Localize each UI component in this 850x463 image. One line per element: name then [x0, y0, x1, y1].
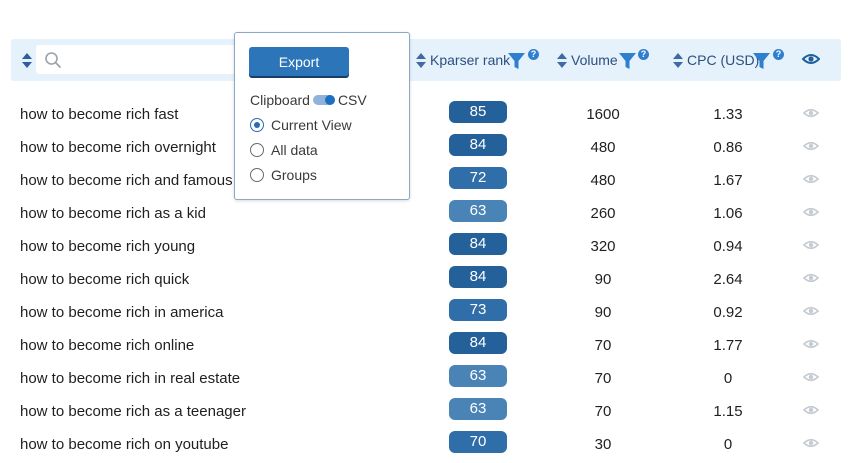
keyword-cell[interactable]: how to become rich in america — [20, 304, 224, 321]
sort-keyword-icon[interactable] — [22, 53, 32, 69]
rank-badge: 63 — [449, 365, 507, 387]
rank-badge: 84 — [449, 233, 507, 255]
volume-cell: 90 — [594, 304, 612, 321]
cpc-cell: 0 — [723, 436, 733, 453]
column-header-volume[interactable]: Volume — [571, 52, 618, 68]
rank-badge: 85 — [449, 101, 507, 123]
radio-button-all-data[interactable] — [250, 143, 264, 157]
export-button[interactable]: Export — [249, 47, 349, 76]
volume-cell: 480 — [590, 172, 616, 189]
cpc-cell: 1.15 — [713, 403, 743, 420]
cpc-cell: 0.86 — [713, 139, 743, 156]
keyword-cell[interactable]: how to become rich and famous — [20, 172, 233, 189]
rank-badge: 63 — [449, 398, 507, 420]
row-eye-icon[interactable] — [803, 405, 819, 415]
row-eye-icon[interactable] — [803, 108, 819, 118]
rank-badge: 84 — [449, 134, 507, 156]
volume-cell: 90 — [594, 271, 612, 288]
row-eye-icon[interactable] — [803, 174, 819, 184]
table-row: how to become rich as a kid 63 260 1.06 — [0, 199, 850, 232]
cpc-filter-funnel-icon[interactable] — [753, 52, 770, 70]
rank-badge: 70 — [449, 431, 507, 453]
cpc-cell: 1.33 — [713, 106, 743, 123]
volume-cell: 1600 — [586, 106, 620, 123]
rank-badge: 63 — [449, 200, 507, 222]
volume-cell: 480 — [590, 139, 616, 156]
radio-button-groups[interactable] — [250, 168, 264, 182]
radio-label-current-view: Current View — [271, 117, 352, 133]
cpc-cell: 0 — [723, 370, 733, 387]
table-row: how to become rich on youtube 70 30 0 — [0, 430, 850, 463]
keyword-cell[interactable]: how to become rich on youtube — [20, 436, 229, 453]
column-header-cpc[interactable]: CPC (USD) — [687, 52, 760, 68]
row-eye-icon[interactable] — [803, 372, 819, 382]
row-eye-icon[interactable] — [803, 273, 819, 283]
search-input[interactable] — [68, 49, 232, 71]
cpc-help-icon[interactable]: ? — [773, 49, 784, 60]
keyword-cell[interactable]: how to become rich online — [20, 337, 195, 354]
table-row: how to become rich in real estate 63 70 0 — [0, 364, 850, 397]
export-popup: Export Clipboard CSV Current View All dat… — [234, 32, 410, 200]
table-row: how to become rich fast 85 1600 1.33 — [0, 100, 850, 133]
table-row: how to become rich overnight 84 480 0.86 — [0, 133, 850, 166]
volume-cell: 320 — [590, 238, 616, 255]
volume-cell: 70 — [594, 337, 612, 354]
table-row: how to become rich quick 84 90 2.64 — [0, 265, 850, 298]
cpc-cell: 1.67 — [713, 172, 743, 189]
keyword-cell[interactable]: how to become rich young — [20, 238, 196, 255]
rank-help-icon[interactable]: ? — [528, 49, 539, 60]
row-eye-icon[interactable] — [803, 339, 819, 349]
search-icon — [45, 52, 61, 68]
row-eye-icon[interactable] — [803, 141, 819, 151]
keyword-cell[interactable]: how to become rich as a kid — [20, 205, 206, 222]
cpc-cell: 1.77 — [713, 337, 743, 354]
cpc-cell: 0.92 — [713, 304, 743, 321]
keyword-cell[interactable]: how to become rich as a teenager — [20, 403, 246, 420]
table-row: how to become rich and famous 72 480 1.67 — [0, 166, 850, 199]
table-row: how to become rich online 84 70 1.77 — [0, 331, 850, 364]
table-row: how to become rich as a teenager 63 70 1.15 — [0, 397, 850, 430]
keyword-cell[interactable]: how to become rich quick — [20, 271, 190, 288]
keyword-cell[interactable]: how to become rich fast — [20, 106, 179, 123]
rank-badge: 73 — [449, 299, 507, 321]
cpc-cell: 0.94 — [713, 238, 743, 255]
row-eye-icon[interactable] — [803, 207, 819, 217]
volume-cell: 30 — [594, 436, 612, 453]
rank-filter-funnel-icon[interactable] — [508, 52, 525, 70]
toggle-knob — [324, 95, 335, 106]
volume-cell: 70 — [594, 403, 612, 420]
row-eye-icon[interactable] — [803, 306, 819, 316]
keyword-cell[interactable]: how to become rich overnight — [20, 139, 216, 156]
rank-badge: 84 — [449, 332, 507, 354]
rank-badge: 72 — [449, 167, 507, 189]
export-format-toggle[interactable] — [312, 95, 335, 106]
volume-help-icon[interactable]: ? — [638, 49, 649, 60]
column-header-rank[interactable]: Kparser rank — [430, 52, 511, 68]
sort-volume-icon[interactable] — [557, 53, 567, 69]
sort-cpc-icon[interactable] — [673, 53, 683, 69]
toggle-left-label: Clipboard — [250, 92, 310, 108]
row-eye-icon[interactable] — [803, 438, 819, 448]
table-row: how to become rich in america 73 90 0.92 — [0, 298, 850, 331]
radio-label-groups: Groups — [271, 167, 317, 183]
sort-rank-icon[interactable] — [416, 53, 426, 69]
keyword-cell[interactable]: how to become rich in real estate — [20, 370, 241, 387]
radio-button-current-view[interactable] — [250, 118, 264, 132]
volume-filter-funnel-icon[interactable] — [619, 52, 636, 70]
table-row: how to become rich young 84 320 0.94 — [0, 232, 850, 265]
toggle-right-label: CSV — [337, 92, 367, 108]
cpc-cell: 1.06 — [713, 205, 743, 222]
volume-cell: 70 — [594, 370, 612, 387]
export-format-toggle-row: Clipboard CSV — [250, 92, 367, 108]
view-toggle-eye-icon[interactable] — [802, 53, 820, 65]
radio-label-all-data: All data — [271, 142, 318, 158]
rank-badge: 84 — [449, 266, 507, 288]
volume-cell: 260 — [590, 205, 616, 222]
cpc-cell: 2.64 — [713, 271, 743, 288]
search-input-container[interactable] — [36, 45, 241, 74]
row-eye-icon[interactable] — [803, 240, 819, 250]
